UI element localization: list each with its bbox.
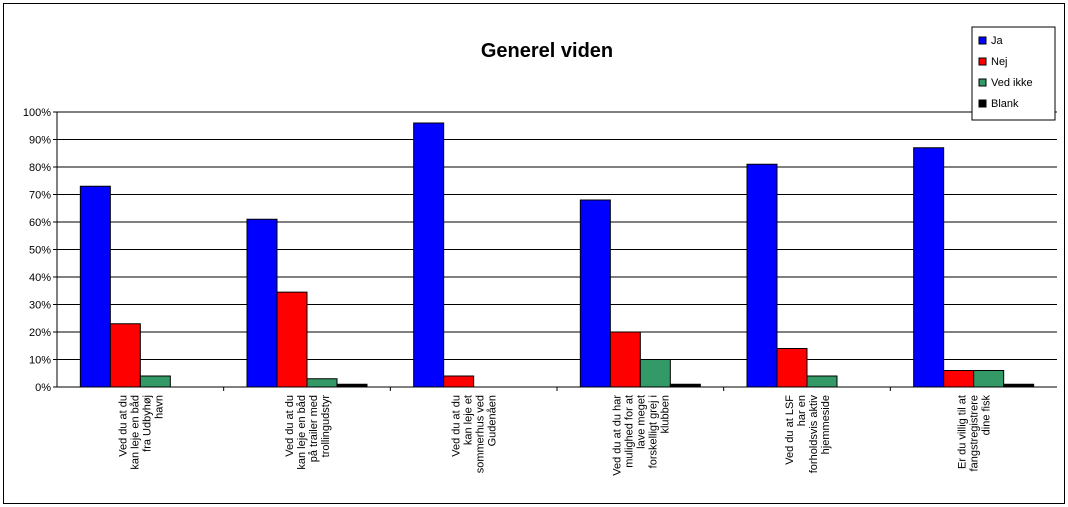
category-label-line: fangstregistrere — [969, 395, 981, 471]
category-label: Ved du at du kan leje et sommerhus ved Gude… — [451, 395, 499, 473]
y-tick-label: 0% — [35, 382, 51, 394]
category-label-line: kan leje en båd — [129, 395, 141, 470]
bar-ved-ikke — [139, 375, 171, 388]
category-label-line: Ved du at LSF — [784, 395, 796, 465]
legend-swatch — [978, 99, 987, 108]
category-label-line: hjemmeside — [820, 395, 832, 454]
category-label: Ved du at du har mulighed for at lave mege… — [611, 395, 671, 476]
category-label-line: kan leje et — [463, 395, 475, 445]
category-label-line: på trailer med — [308, 395, 320, 462]
category-label-line: mulighed for at — [623, 395, 635, 468]
category-label: Er du villig til at fangstregistrere dine … — [957, 395, 993, 472]
category-label-line: sommerhus ved — [475, 395, 487, 473]
legend-swatch — [978, 78, 987, 87]
bar-ja — [413, 122, 445, 388]
category-label-line: dine fisk — [981, 395, 993, 436]
category-label-line: fra Udbyhøj — [141, 395, 153, 452]
bar-chart: 0% 10% 20% 30% 40% 50% 60% 70% 80% 90% 100% Ved du… — [23, 26, 1057, 476]
legend-label: Blank — [991, 98, 1019, 110]
category-label-line: forskelligt grej i — [647, 395, 659, 468]
bar-ja — [246, 218, 278, 388]
bar-ved-ikke — [306, 378, 338, 388]
y-tick-label: 40% — [29, 272, 51, 284]
legend-label: Ja — [991, 35, 1004, 47]
y-tick-label: 60% — [29, 217, 51, 229]
bar-ja — [913, 147, 945, 388]
category-label: Ved du at du kan leje en båd på trailer me… — [284, 395, 332, 470]
y-tick-label: 50% — [29, 245, 51, 257]
category-label-line: Ved du at du — [117, 395, 129, 457]
legend-swatch — [978, 57, 987, 66]
bar-ja — [579, 199, 611, 388]
bar-nej — [443, 375, 475, 388]
y-tick-label: 20% — [29, 327, 51, 339]
bar-nej — [609, 331, 641, 388]
y-tick-label: 70% — [29, 190, 51, 202]
bar-nej — [276, 291, 308, 388]
y-tick-label: 10% — [29, 355, 51, 367]
category-label-line: Gudenåen — [487, 395, 499, 446]
category-label-line: Ved du at du har — [611, 395, 623, 476]
category-label-line: har en — [796, 395, 808, 426]
y-tick-label: 30% — [29, 300, 51, 312]
category-label-line: Ved du at du — [284, 395, 296, 457]
legend-label: Nej — [991, 56, 1008, 68]
legend-swatch — [978, 36, 987, 45]
chart-title: Generel viden — [481, 40, 613, 62]
bar-nej — [943, 370, 975, 388]
bars — [79, 122, 1035, 388]
category-label-line: havn — [153, 395, 165, 419]
bar-ja — [746, 163, 778, 388]
legend-label: Ved ikke — [991, 77, 1033, 89]
category-label-line: Ved du at du — [451, 395, 463, 457]
category-label: Ved du at LSF har en forholdsvis aktiv hjem… — [784, 395, 832, 474]
bar-nej — [109, 323, 141, 388]
chart-frame: 0% 10% 20% 30% 40% 50% 60% 70% 80% 90% 100% Ved du… — [3, 3, 1065, 504]
axes — [56, 112, 1057, 391]
bar-ved-ikke — [806, 375, 838, 388]
category-label-line: lave meget — [635, 395, 647, 449]
y-tick-label: 80% — [29, 162, 51, 174]
category-label-line: klubben — [659, 395, 671, 434]
y-tick-label: 100% — [23, 107, 51, 119]
gridlines — [53, 111, 1057, 388]
category-label-line: trollingudstyr — [320, 395, 332, 458]
bar-ved-ikke — [973, 370, 1005, 388]
y-tick-label: 90% — [29, 135, 51, 147]
category-label-line: kan leje en båd — [296, 395, 308, 470]
bar-ved-ikke — [639, 359, 671, 388]
category-labels: Ved du at du kan leje en båd fra Udbyhøj ha… — [117, 395, 992, 476]
category-label-line: Er du villig til at — [957, 395, 969, 469]
y-tick-labels: 0% 10% 20% 30% 40% 50% 60% 70% 80% 90% 100% — [23, 107, 51, 394]
bar-nej — [776, 348, 808, 388]
category-label: Ved du at du kan leje en båd fra Udbyhøj ha… — [117, 395, 165, 470]
category-label-line: forholdsvis aktiv — [808, 395, 820, 474]
legend: Ja Nej Ved ikke Blank — [971, 26, 1056, 121]
bar-ja — [79, 185, 111, 388]
